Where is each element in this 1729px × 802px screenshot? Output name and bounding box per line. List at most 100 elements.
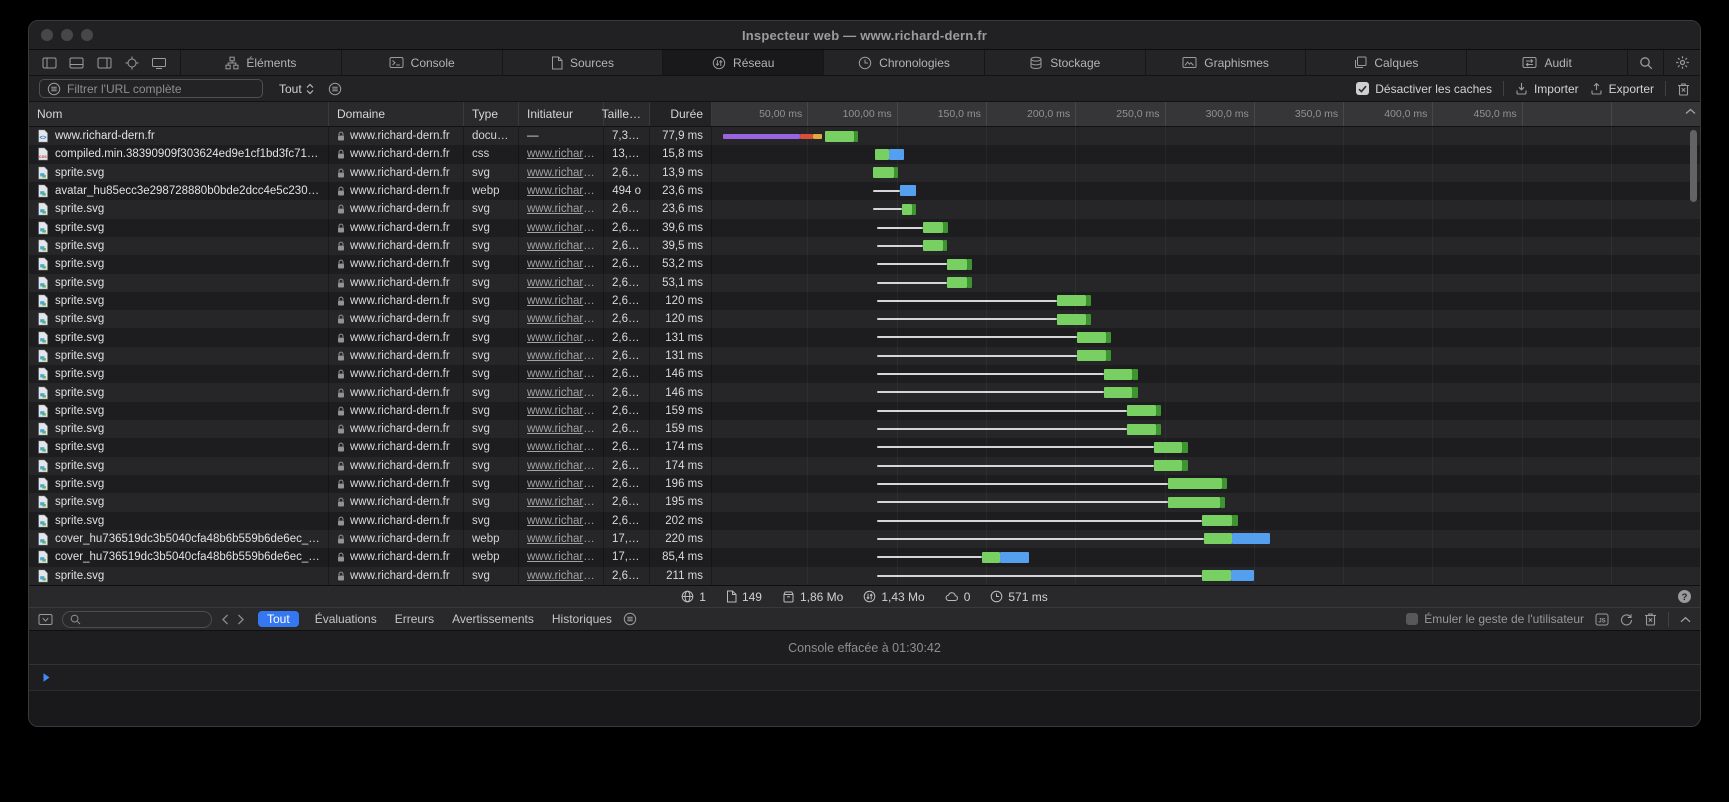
initiator-link[interactable]: www.richard-d… [527, 423, 595, 435]
table-row[interactable]: sprite.svgwww.richard-dern.frsvgwww.rich… [29, 420, 1700, 438]
table-row[interactable]: <>www.richard-dern.frwww.richard-dern.fr… [29, 127, 1700, 145]
dock-left-icon[interactable] [42, 56, 57, 70]
table-row[interactable]: sprite.svgwww.richard-dern.frsvgwww.rich… [29, 219, 1700, 237]
previous-result-button[interactable] [221, 614, 229, 625]
console-filter-erreurs[interactable]: Erreurs [393, 611, 436, 627]
initiator-link[interactable]: www.richard-d… [527, 258, 595, 270]
initiator-link[interactable]: www.richard-d… [527, 313, 595, 325]
javascript-context-icon[interactable]: JS [1595, 613, 1609, 626]
initiator-link[interactable]: www.richard-d… [527, 222, 595, 234]
table-row[interactable]: sprite.svgwww.richard-dern.frsvgwww.rich… [29, 493, 1700, 511]
initiator-link[interactable]: www.richard-d… [527, 441, 595, 453]
clear-console-button[interactable] [1644, 612, 1657, 626]
table-row[interactable]: sprite.svgwww.richard-dern.frsvgwww.rich… [29, 512, 1700, 530]
tab-search[interactable] [1628, 50, 1664, 75]
zoom-window-button[interactable] [81, 29, 93, 41]
column-header-initiator[interactable]: Initiateur [519, 102, 604, 126]
close-window-button[interactable] [41, 29, 53, 41]
table-row[interactable]: avatar_hu85ecc3e298728880b0bde2dcc4e5c23… [29, 182, 1700, 200]
minimize-window-button[interactable] [61, 29, 73, 41]
tab-settings[interactable] [1664, 50, 1700, 75]
table-row[interactable]: sprite.svgwww.richard-dern.frsvgwww.rich… [29, 347, 1700, 365]
disable-caches-checkbox[interactable]: Désactiver les caches [1356, 82, 1492, 96]
initiator-link[interactable]: www.richard-d… [527, 515, 595, 527]
column-header-size[interactable]: Taille… [604, 102, 650, 126]
console-scope-icon[interactable] [38, 613, 53, 626]
tab-network[interactable]: Réseau [663, 50, 824, 75]
waterfall-segment-purple [723, 134, 800, 139]
initiator-link[interactable]: www.richard-d… [527, 405, 595, 417]
console-filter-historiques[interactable]: Historiques [550, 611, 614, 627]
export-button[interactable]: Exporter [1590, 82, 1654, 96]
initiator-link[interactable]: www.richard-d… [527, 551, 595, 563]
table-row[interactable]: sprite.svgwww.richard-dern.frsvgwww.rich… [29, 402, 1700, 420]
initiator-link[interactable]: www.richard-d… [527, 240, 595, 252]
initiator-link[interactable]: www.richard-d… [527, 533, 595, 545]
table-row[interactable]: csscompiled.min.38390909f303624ed9e1cf1b… [29, 145, 1700, 163]
initiator-link[interactable]: www.richard-d… [527, 387, 595, 399]
table-row[interactable]: sprite.svgwww.richard-dern.frsvgwww.rich… [29, 292, 1700, 310]
help-button[interactable]: ? [1677, 589, 1692, 604]
table-row[interactable]: cover_hu736519dc3b5040cfa48b6b559b6de6ec… [29, 530, 1700, 548]
tab-sources[interactable]: Sources [503, 50, 664, 75]
table-row[interactable]: sprite.svgwww.richard-dern.frsvgwww.rich… [29, 365, 1700, 383]
console-filter-menu-icon[interactable] [623, 612, 637, 626]
dock-right-icon[interactable] [97, 56, 112, 70]
initiator-link[interactable]: www.richard-d… [527, 570, 595, 582]
console-filter-évaluations[interactable]: Évaluations [313, 611, 379, 627]
console-search-input[interactable] [62, 611, 212, 628]
filter-url-input[interactable]: Filtrer l'URL complète [39, 79, 263, 98]
resource-type-select[interactable]: Tout [279, 82, 314, 96]
initiator-link[interactable]: www.richard-d… [527, 203, 595, 215]
table-row[interactable]: cover_hu736519dc3b5040cfa48b6b559b6de6ec… [29, 548, 1700, 566]
table-row[interactable]: sprite.svgwww.richard-dern.frsvgwww.rich… [29, 164, 1700, 182]
initiator-link[interactable]: www.richard-d… [527, 167, 595, 179]
console-filter-tout[interactable]: Tout [258, 611, 299, 627]
dock-bottom-icon[interactable] [69, 56, 84, 70]
tab-console[interactable]: Console [342, 50, 503, 75]
initiator-link[interactable]: www.richard-d… [527, 368, 595, 380]
tab-elements[interactable]: Éléments [181, 50, 342, 75]
table-row[interactable]: sprite.svgwww.richard-dern.frsvgwww.rich… [29, 237, 1700, 255]
table-row[interactable]: sprite.svgwww.richard-dern.frsvgwww.rich… [29, 567, 1700, 585]
tab-storage[interactable]: Stockage [985, 50, 1146, 75]
tab-graphics[interactable]: Graphismes [1146, 50, 1307, 75]
element-picker-icon[interactable] [125, 56, 139, 70]
initiator-link[interactable]: www.richard-d… [527, 478, 595, 490]
table-row[interactable]: sprite.svgwww.richard-dern.frsvgwww.rich… [29, 310, 1700, 328]
column-header-duration[interactable]: Durée [650, 102, 712, 126]
next-result-button[interactable] [237, 614, 245, 625]
filter-menu-button[interactable] [328, 82, 342, 96]
initiator-link[interactable]: www.richard-d… [527, 185, 595, 197]
collapse-console-icon[interactable] [1680, 616, 1691, 623]
tab-layers[interactable]: Calques [1306, 50, 1467, 75]
import-button[interactable]: Importer [1515, 82, 1579, 96]
console-prompt[interactable] [29, 665, 1700, 691]
emulate-user-gesture-checkbox[interactable]: Émuler le geste de l'utilisateur [1406, 612, 1584, 626]
column-header-name[interactable]: Nom [29, 102, 329, 126]
initiator-link[interactable]: www.richard-d… [527, 350, 595, 362]
initiator-link[interactable]: www.richard-d… [527, 460, 595, 472]
initiator-link[interactable]: www.richard-d… [527, 295, 595, 307]
column-header-domain[interactable]: Domaine [329, 102, 464, 126]
table-row[interactable]: sprite.svgwww.richard-dern.frsvgwww.rich… [29, 383, 1700, 401]
tab-audit[interactable]: Audit [1467, 50, 1628, 75]
table-row[interactable]: sprite.svgwww.richard-dern.frsvgwww.rich… [29, 200, 1700, 218]
table-row[interactable]: sprite.svgwww.richard-dern.frsvgwww.rich… [29, 475, 1700, 493]
tab-timelines[interactable]: Chronologies [824, 50, 985, 75]
initiator-link[interactable]: www.richard-d… [527, 148, 595, 160]
device-icon[interactable] [151, 56, 167, 70]
table-row[interactable]: sprite.svgwww.richard-dern.frsvgwww.rich… [29, 457, 1700, 475]
clear-network-items-button[interactable] [1677, 82, 1690, 96]
initiator-link[interactable]: www.richard-d… [527, 277, 595, 289]
scroll-up-icon[interactable] [1685, 108, 1696, 115]
table-row[interactable]: sprite.svgwww.richard-dern.frsvgwww.rich… [29, 274, 1700, 292]
initiator-link[interactable]: www.richard-d… [527, 496, 595, 508]
console-filter-avertissements[interactable]: Avertissements [450, 611, 536, 627]
column-header-type[interactable]: Type [464, 102, 519, 126]
table-row[interactable]: sprite.svgwww.richard-dern.frsvgwww.rich… [29, 328, 1700, 346]
table-row[interactable]: sprite.svgwww.richard-dern.frsvgwww.rich… [29, 255, 1700, 273]
table-row[interactable]: sprite.svgwww.richard-dern.frsvgwww.rich… [29, 438, 1700, 456]
reload-icon[interactable] [1620, 613, 1633, 626]
initiator-link[interactable]: www.richard-d… [527, 332, 595, 344]
